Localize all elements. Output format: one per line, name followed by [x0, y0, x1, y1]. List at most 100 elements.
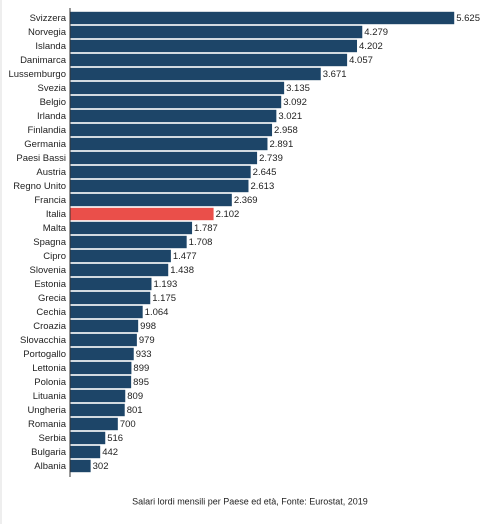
category-label: Slovenia — [30, 265, 67, 276]
bar — [70, 291, 151, 305]
category-label: Spagna — [33, 237, 66, 248]
bar — [70, 417, 118, 431]
bar — [70, 109, 277, 123]
category-label: Albania — [34, 461, 66, 472]
category-label: Cechia — [36, 307, 66, 318]
category-label: Croazia — [33, 321, 66, 332]
category-label: Slovacchia — [20, 335, 67, 346]
bar — [70, 67, 321, 81]
bar — [70, 319, 139, 333]
value-label: 933 — [136, 349, 152, 360]
bar — [70, 123, 273, 137]
value-label: 3.092 — [283, 97, 307, 108]
bar — [70, 39, 358, 53]
value-label: 2.645 — [253, 167, 277, 178]
value-label: 2.739 — [259, 153, 283, 164]
category-label: Serbia — [39, 433, 67, 444]
bar — [70, 11, 455, 25]
value-label: 1.438 — [170, 265, 194, 276]
value-label: 3.135 — [286, 83, 310, 94]
value-label: 2.958 — [274, 125, 298, 136]
category-label: Malta — [43, 223, 67, 234]
value-label: 1.175 — [152, 293, 176, 304]
value-label: 1.708 — [189, 237, 213, 248]
value-label: 3.671 — [323, 69, 347, 80]
value-label: 2.891 — [269, 139, 293, 150]
bar — [70, 221, 193, 235]
category-label: Ungheria — [27, 405, 66, 416]
bar — [70, 137, 268, 151]
category-label: Lettonia — [32, 363, 67, 374]
value-label: 809 — [127, 391, 143, 402]
category-label: Regno Unito — [13, 181, 66, 192]
category-label: Polonia — [34, 377, 66, 388]
value-label: 2.613 — [250, 181, 274, 192]
value-label: 442 — [102, 447, 118, 458]
bar — [70, 305, 143, 319]
value-label: 5.625 — [456, 13, 480, 24]
bar — [70, 347, 134, 361]
bar — [70, 81, 285, 95]
category-label: Islanda — [35, 41, 66, 52]
value-label: 3.021 — [278, 111, 302, 122]
value-label: 516 — [107, 433, 123, 444]
bar — [70, 249, 171, 263]
bar — [70, 431, 106, 445]
value-label: 700 — [120, 419, 136, 430]
bar — [70, 389, 126, 403]
bar — [70, 179, 249, 193]
value-label: 2.102 — [216, 209, 240, 220]
category-label: Francia — [34, 195, 66, 206]
bar — [70, 403, 125, 417]
value-label: 1.193 — [153, 279, 177, 290]
category-label: Svizzera — [30, 13, 67, 24]
bar — [70, 361, 132, 375]
value-label: 998 — [140, 321, 156, 332]
bar — [70, 53, 348, 67]
bar — [70, 445, 101, 459]
category-label: Italia — [46, 209, 67, 220]
category-label: Norvegia — [28, 27, 67, 38]
value-label: 4.279 — [364, 27, 388, 38]
value-label: 2.369 — [234, 195, 258, 206]
bar — [70, 193, 232, 207]
bar — [70, 151, 258, 165]
value-label: 1.787 — [194, 223, 218, 234]
category-label: Germania — [24, 139, 66, 150]
bar — [70, 165, 251, 179]
category-label: Romania — [28, 419, 67, 430]
category-label: Austria — [36, 167, 66, 178]
category-label: Grecia — [38, 293, 67, 304]
category-label: Belgio — [40, 97, 66, 108]
bar — [70, 235, 187, 249]
category-label: Cipro — [43, 251, 66, 262]
bar — [70, 207, 214, 221]
bar — [70, 333, 137, 347]
value-label: 4.057 — [349, 55, 373, 66]
value-label: 801 — [127, 405, 143, 416]
value-label: 302 — [93, 461, 109, 472]
category-label: Irlanda — [37, 111, 67, 122]
value-label: 895 — [133, 377, 149, 388]
category-label: Estonia — [34, 279, 66, 290]
bar — [70, 25, 363, 39]
category-label: Lussemburgo — [8, 69, 66, 80]
category-label: Portogallo — [23, 349, 66, 360]
category-label: Finlandia — [27, 125, 66, 136]
category-label: Bulgaria — [31, 447, 67, 458]
category-label: Lituania — [33, 391, 67, 402]
value-label: 899 — [133, 363, 149, 374]
category-label: Danimarca — [20, 55, 67, 66]
bar — [70, 375, 132, 389]
bar — [70, 277, 152, 291]
value-label: 979 — [139, 335, 155, 346]
category-label: Paesi Bassi — [16, 153, 66, 164]
value-label: 4.202 — [359, 41, 383, 52]
bar — [70, 459, 91, 473]
value-label: 1.064 — [145, 307, 169, 318]
value-label: 1.477 — [173, 251, 197, 262]
bar — [70, 95, 282, 109]
category-label: Svezia — [37, 83, 66, 94]
chart-caption: Salari lordi mensili per Paese ed età, F… — [132, 496, 368, 506]
